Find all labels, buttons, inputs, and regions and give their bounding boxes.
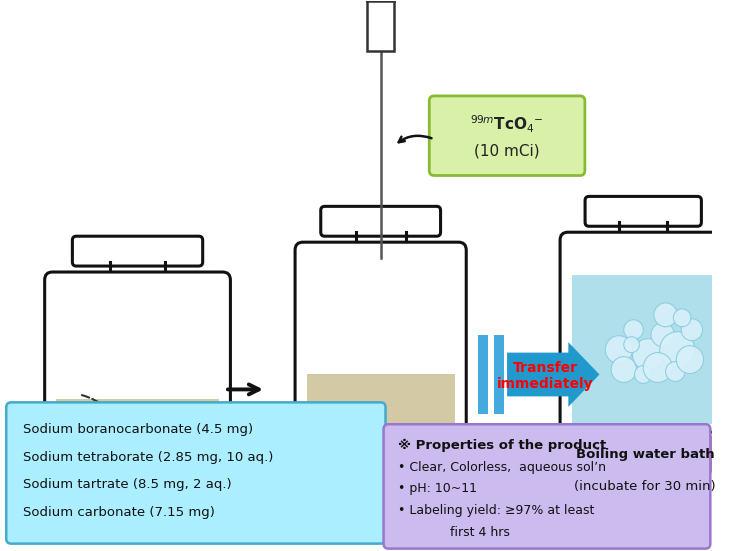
Text: immediately: immediately: [497, 377, 594, 391]
Circle shape: [660, 332, 694, 368]
Text: • pH: 10~11: • pH: 10~11: [398, 483, 477, 495]
FancyBboxPatch shape: [72, 236, 202, 266]
FancyBboxPatch shape: [579, 435, 711, 473]
Text: Sodium carbonate (7.15 mg): Sodium carbonate (7.15 mg): [23, 506, 215, 519]
Text: (incubate for 30 min): (incubate for 30 min): [575, 480, 716, 494]
Circle shape: [624, 337, 640, 353]
Circle shape: [673, 309, 691, 327]
FancyBboxPatch shape: [429, 96, 585, 176]
Circle shape: [632, 339, 664, 370]
FancyBboxPatch shape: [295, 242, 466, 452]
Circle shape: [654, 303, 677, 327]
Text: • Clear, Colorless,  aqueous sol’n: • Clear, Colorless, aqueous sol’n: [398, 461, 606, 473]
Circle shape: [666, 361, 685, 381]
Circle shape: [605, 336, 632, 364]
Bar: [478, 334, 488, 414]
Text: Transfer: Transfer: [513, 360, 578, 375]
Bar: [494, 334, 504, 414]
Text: Sodium boranocarbonate (4.5 mg): Sodium boranocarbonate (4.5 mg): [23, 423, 253, 436]
Bar: [367, 0, 394, 2]
Circle shape: [635, 365, 652, 383]
Circle shape: [681, 319, 702, 341]
FancyBboxPatch shape: [384, 424, 711, 549]
Bar: [367, 2, 394, 51]
Bar: [56, 399, 219, 464]
Bar: [307, 375, 455, 444]
FancyBboxPatch shape: [560, 232, 727, 432]
Circle shape: [651, 323, 674, 347]
FancyBboxPatch shape: [321, 207, 441, 236]
Circle shape: [611, 356, 637, 382]
Text: Boiling water bath: Boiling water bath: [576, 447, 714, 461]
Text: Sodium tetraborate (2.85 mg, 10 aq.): Sodium tetraborate (2.85 mg, 10 aq.): [23, 451, 273, 463]
FancyArrow shape: [507, 342, 599, 407]
FancyBboxPatch shape: [7, 402, 385, 544]
Circle shape: [643, 353, 673, 382]
Text: $^{99m}$TcO$_4$$^{-}$: $^{99m}$TcO$_4$$^{-}$: [470, 114, 544, 136]
Circle shape: [624, 320, 643, 339]
Text: ※ Properties of the product: ※ Properties of the product: [398, 439, 607, 452]
Circle shape: [676, 345, 703, 374]
Text: Sodium tartrate (8.5 mg, 2 aq.): Sodium tartrate (8.5 mg, 2 aq.): [23, 478, 232, 491]
FancyBboxPatch shape: [585, 196, 701, 226]
Text: • Labeling yield: ≥97% at least: • Labeling yield: ≥97% at least: [398, 504, 594, 517]
FancyBboxPatch shape: [45, 272, 230, 472]
Bar: [572, 275, 715, 424]
Text: (10 mCi): (10 mCi): [474, 143, 540, 158]
Text: first 4 hrs: first 4 hrs: [398, 526, 510, 539]
